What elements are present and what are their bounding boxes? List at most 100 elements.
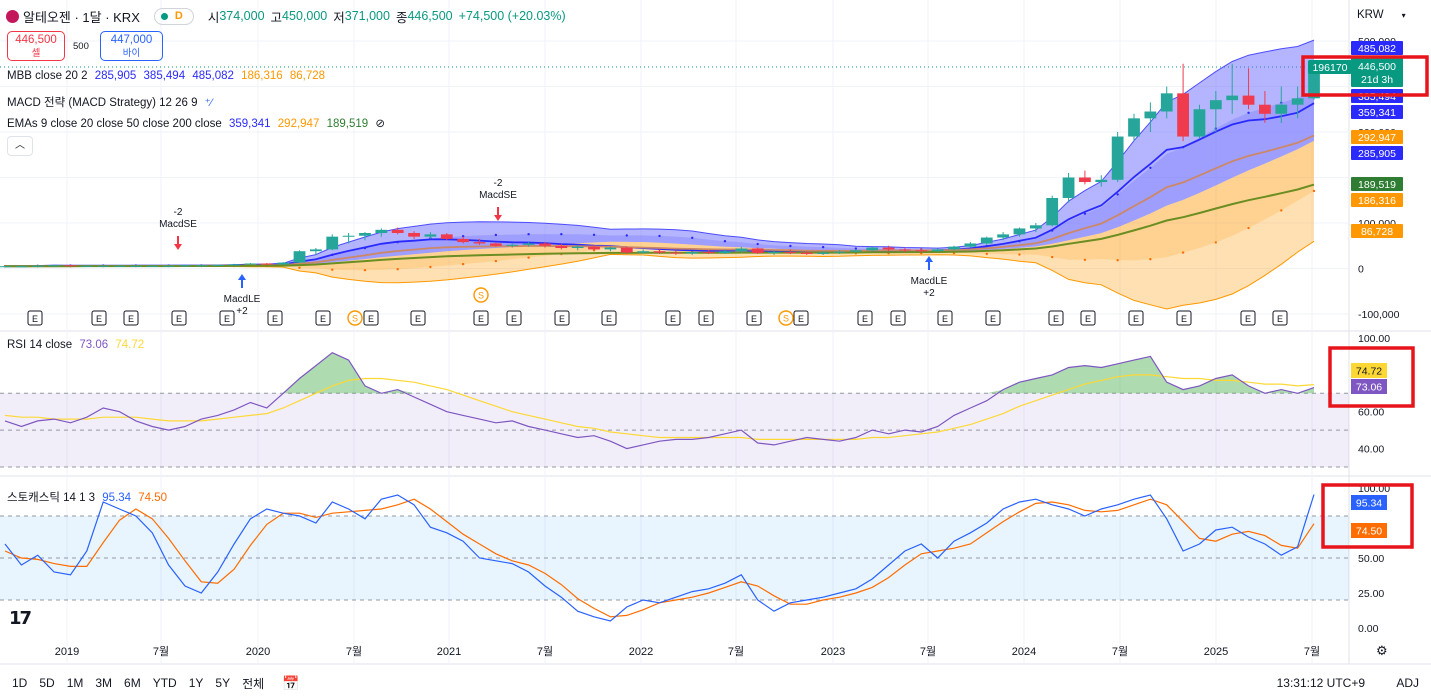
time-axis-tick: 2025 — [1204, 646, 1228, 658]
strategy-label-name: MacdSE — [159, 219, 197, 230]
tradingview-logo-icon[interactable]: 𝟭𝟳 — [9, 608, 32, 628]
candle-body — [113, 265, 126, 267]
bb-dot — [298, 266, 301, 269]
mbb-value-1: 285,905 — [94, 70, 137, 82]
rsi-badge-text: 73.06 — [1356, 382, 1382, 394]
high-value: 450,000 — [282, 9, 328, 23]
emas-legend-label: EMAs 9 close 20 close 50 close 200 close — [7, 118, 222, 130]
strategy-settings-icon[interactable]: ⁺⁄ — [204, 97, 213, 109]
candle-body — [195, 265, 208, 267]
stoch-axis-tick: 0.00 — [1358, 623, 1379, 635]
chevron-up-icon: ︿ — [15, 140, 25, 151]
clock[interactable]: 13:31:12 UTC+9 — [1276, 676, 1365, 690]
earnings-marker — [219, 310, 235, 326]
rsi-value: 73.06 — [79, 339, 109, 351]
earnings-marker-label: E — [1181, 314, 1187, 324]
candle-body — [457, 238, 470, 243]
bb-dot — [461, 262, 465, 266]
bb-dot — [1247, 226, 1250, 230]
price-axis-tick: 0 — [1358, 264, 1364, 276]
range-3m-button[interactable]: 3M — [95, 676, 113, 690]
symbol-title[interactable]: 알테오젠 · 1달 · KRX — [23, 9, 140, 25]
highlight-box-rsi — [1328, 346, 1415, 408]
candle-body — [1111, 136, 1124, 180]
range-1d-button[interactable]: 1D — [12, 676, 28, 690]
highlight-box-price — [1301, 55, 1429, 97]
adj-toggle[interactable]: ADJ — [1396, 676, 1419, 690]
high-label: 고 — [270, 10, 283, 25]
candle-body — [817, 252, 830, 254]
price-badge — [1351, 105, 1403, 119]
bb-dot — [1214, 241, 1218, 244]
bb-dot — [494, 259, 498, 263]
price-change: +74,500 (+20.03%) — [458, 9, 566, 23]
candle-body — [866, 247, 879, 251]
range-1m-button[interactable]: 1M — [66, 676, 84, 690]
range-6m-button[interactable]: 6M — [124, 676, 141, 690]
candle-body — [702, 252, 715, 254]
price-badge-text: 285,905 — [1358, 148, 1396, 160]
candle-body — [1242, 95, 1255, 105]
buy-button[interactable]: 447,000 바이 — [100, 31, 163, 61]
stoch-legend[interactable]: 스토캐스틱 14 1 3 95.34 74.50 — [7, 489, 171, 505]
earnings-marker-label: E — [703, 314, 709, 324]
stoch-k-badge — [1351, 495, 1387, 510]
candle-body — [637, 251, 650, 253]
earnings-marker — [698, 310, 714, 326]
bb-dot — [723, 240, 727, 243]
earnings-marker-label: E — [478, 314, 484, 324]
collapse-legend-button[interactable]: ︿ — [7, 136, 33, 156]
bb-dot — [527, 232, 530, 236]
candle-body — [15, 266, 28, 268]
chevron-down-icon: ▾ — [1401, 11, 1406, 20]
stochastic-pane — [0, 494, 1349, 622]
earnings-marker — [890, 310, 906, 326]
strategy-label-qty: +2 — [923, 288, 935, 299]
macd-legend[interactable]: MACD 전략 (MACD Strategy) 12 26 9 ⁺⁄ — [7, 94, 216, 110]
price-badge — [1351, 41, 1403, 55]
earnings-marker — [1080, 310, 1096, 326]
market-open-dot-icon — [160, 12, 168, 20]
earnings-marker — [554, 310, 570, 326]
price-badge — [1351, 146, 1403, 160]
dividend-marker-label: S — [783, 314, 789, 324]
candle-body — [309, 249, 322, 252]
earnings-marker-label: E — [128, 314, 134, 324]
dividend-marker — [347, 310, 363, 326]
earnings-marker — [985, 310, 1001, 326]
strategy-label-qty: -2 — [494, 178, 503, 189]
rsi-legend[interactable]: RSI 14 close 73.06 74.72 — [7, 339, 148, 351]
gear-icon[interactable]: ⚙ — [1376, 643, 1388, 658]
stoch-d-value: 74.50 — [138, 492, 168, 504]
sell-button[interactable]: 446,500 셀 — [7, 31, 65, 61]
candle-body — [1095, 179, 1108, 183]
range-5y-button[interactable]: 5Y — [215, 676, 231, 690]
range-all-button[interactable]: 전체 — [242, 676, 265, 691]
range-ytd-button[interactable]: YTD — [152, 676, 177, 690]
market-status-pill[interactable]: D — [153, 7, 194, 25]
macd-legend-label: MACD 전략 (MACD Strategy) 12 26 9 — [7, 97, 198, 109]
hide-icon[interactable]: ⊘ — [375, 118, 385, 130]
calendar-goto-icon[interactable]: 📅 — [282, 674, 300, 691]
price-badge — [1351, 177, 1403, 191]
bb-dot — [592, 233, 596, 237]
range-5d-button[interactable]: 5D — [39, 676, 55, 690]
earnings-marker — [267, 310, 283, 326]
ema-value-1: 359,341 — [229, 118, 271, 130]
price-badge — [1351, 224, 1403, 238]
buy-label: 바이 — [122, 48, 141, 59]
mbb-legend[interactable]: MBB close 20 2 285,905 385,494 485,082 1… — [7, 70, 329, 82]
price-badge-text: 186,316 — [1358, 195, 1396, 207]
earnings-marker-label: E — [368, 314, 374, 324]
bb-dot — [658, 234, 661, 238]
range-1y-button[interactable]: 1Y — [188, 676, 204, 690]
currency-select[interactable]: KRW ▾ — [1353, 4, 1409, 26]
emas-legend[interactable]: EMAs 9 close 20 close 50 close 200 close… — [7, 116, 389, 130]
last-price-badge — [1351, 58, 1403, 87]
ema-value-3: 189,519 — [326, 118, 369, 130]
candle-body — [489, 243, 502, 246]
rsi-ma-badge-text: 74.72 — [1356, 366, 1382, 378]
earnings-marker — [1176, 310, 1192, 326]
